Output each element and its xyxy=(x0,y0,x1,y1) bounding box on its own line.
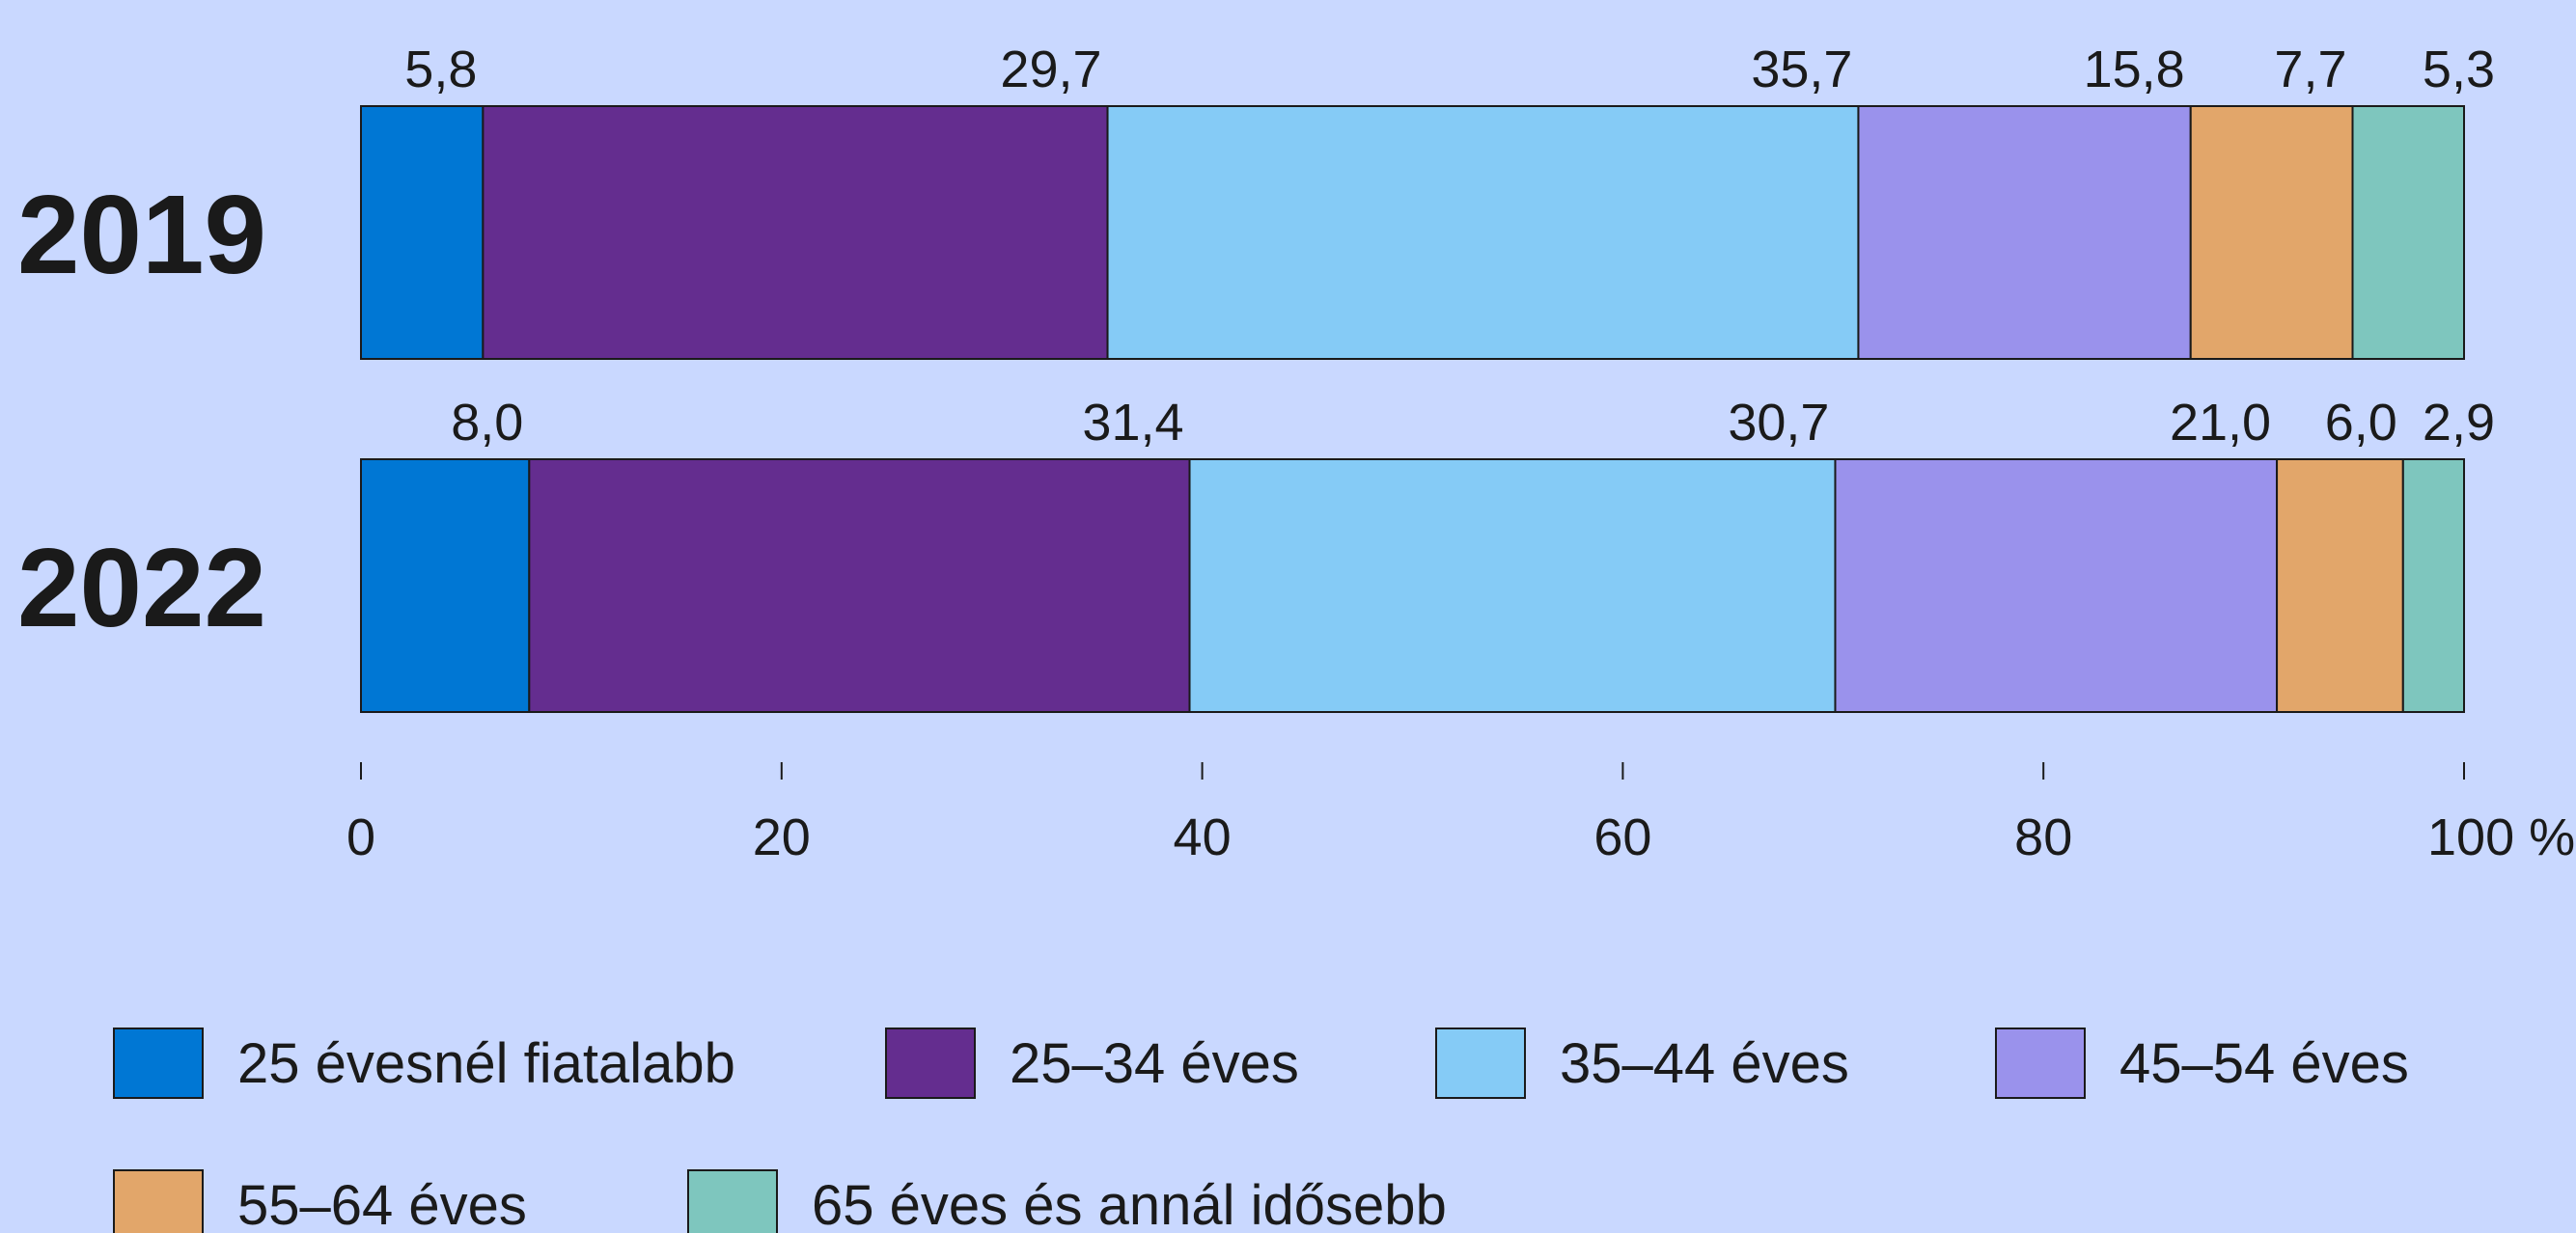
legend-swatch-25-evesnel-fiatalabb xyxy=(113,1028,204,1099)
bar-2019-35-44-eves xyxy=(1106,105,1860,360)
legend-swatch-25-34-eves xyxy=(885,1028,976,1099)
legend-swatch-65-eves-es-annal-idosebb xyxy=(687,1169,778,1233)
bar-2022-25-evesnel-fiatalabb xyxy=(360,458,531,713)
x-tick-label-100: 100 % xyxy=(2427,808,2575,866)
legend-label-25-evesnel-fiatalabb: 25 évesnél fiatalabb xyxy=(237,1032,735,1095)
bar-2019-55-64-eves xyxy=(2189,105,2354,360)
category-labels-group: 2019 2022 xyxy=(17,172,266,650)
bar-2019-65-eves-es-annal-idosebb xyxy=(2351,105,2465,360)
bar-2022-65-eves-es-annal-idosebb xyxy=(2401,458,2466,713)
value-label-2019-55-64-eves: 7,7 xyxy=(2274,41,2346,98)
bar-2022-35-44-eves xyxy=(1188,458,1837,713)
x-tick-label-40: 40 xyxy=(1174,808,1232,866)
x-tick-label-60: 60 xyxy=(1593,808,1651,866)
legend-swatch-35-44-eves xyxy=(1435,1028,1526,1099)
x-tick-label-0: 0 xyxy=(346,808,375,866)
legend-swatch-55-64-eves xyxy=(113,1169,204,1233)
value-label-2022-65-eves-es-annal-idosebb: 2,9 xyxy=(2423,394,2495,452)
legend-label-55-64-eves: 55–64 éves xyxy=(237,1174,527,1233)
bar-2019-45-54-eves xyxy=(1857,105,2192,360)
value-label-2019-25-evesnel-fiatalabb: 5,8 xyxy=(404,41,477,98)
value-label-2022-25-34-eves: 31,4 xyxy=(1082,394,1183,452)
category-label-2019: 2019 xyxy=(17,172,266,297)
legend-label-65-eves-es-annal-idosebb: 65 éves és annál idősebb xyxy=(812,1174,1447,1233)
bar-2019-25-evesnel-fiatalabb xyxy=(360,105,485,360)
value-label-2019-25-34-eves: 29,7 xyxy=(1000,41,1101,98)
x-tick-label-20: 20 xyxy=(753,808,811,866)
x-axis: 0 20 40 60 80 100 % xyxy=(346,762,2575,866)
legend-label-25-34-eves: 25–34 éves xyxy=(1010,1032,1299,1095)
legend: 25 évesnél fiatalabb 25–34 éves 35–44 éves… xyxy=(113,1028,2409,1233)
legend-swatch-45-54-eves xyxy=(1995,1028,2086,1099)
value-label-2019-65-eves-es-annal-idosebb: 5,3 xyxy=(2423,41,2495,98)
bar-2019-25-34-eves xyxy=(482,105,1109,360)
value-label-2019-45-54-eves: 15,8 xyxy=(2084,41,2185,98)
legend-label-35-44-eves: 35–44 éves xyxy=(1560,1032,1849,1095)
bar-2022-45-54-eves xyxy=(1834,458,2279,713)
bar-2022-25-34-eves xyxy=(528,458,1191,713)
value-label-2019-35-44-eves: 35,7 xyxy=(1751,41,1852,98)
x-tick-label-80: 80 xyxy=(2014,808,2072,866)
bar-2022-55-64-eves xyxy=(2276,458,2404,713)
value-label-2022-25-evesnel-fiatalabb: 8,0 xyxy=(451,394,523,452)
legend-label-45-54-eves: 45–54 éves xyxy=(2119,1032,2409,1095)
category-label-2022: 2022 xyxy=(17,525,266,650)
bars-group xyxy=(360,105,2466,713)
value-label-2022-45-54-eves: 21,0 xyxy=(2170,394,2271,452)
value-labels-group: 5,8 29,7 35,7 15,8 7,7 5,3 8,0 31,4 30,7 21,0 6,0 2… xyxy=(404,41,2495,452)
value-label-2022-55-64-eves: 6,0 xyxy=(2325,394,2397,452)
value-label-2022-35-44-eves: 30,7 xyxy=(1728,394,1829,452)
